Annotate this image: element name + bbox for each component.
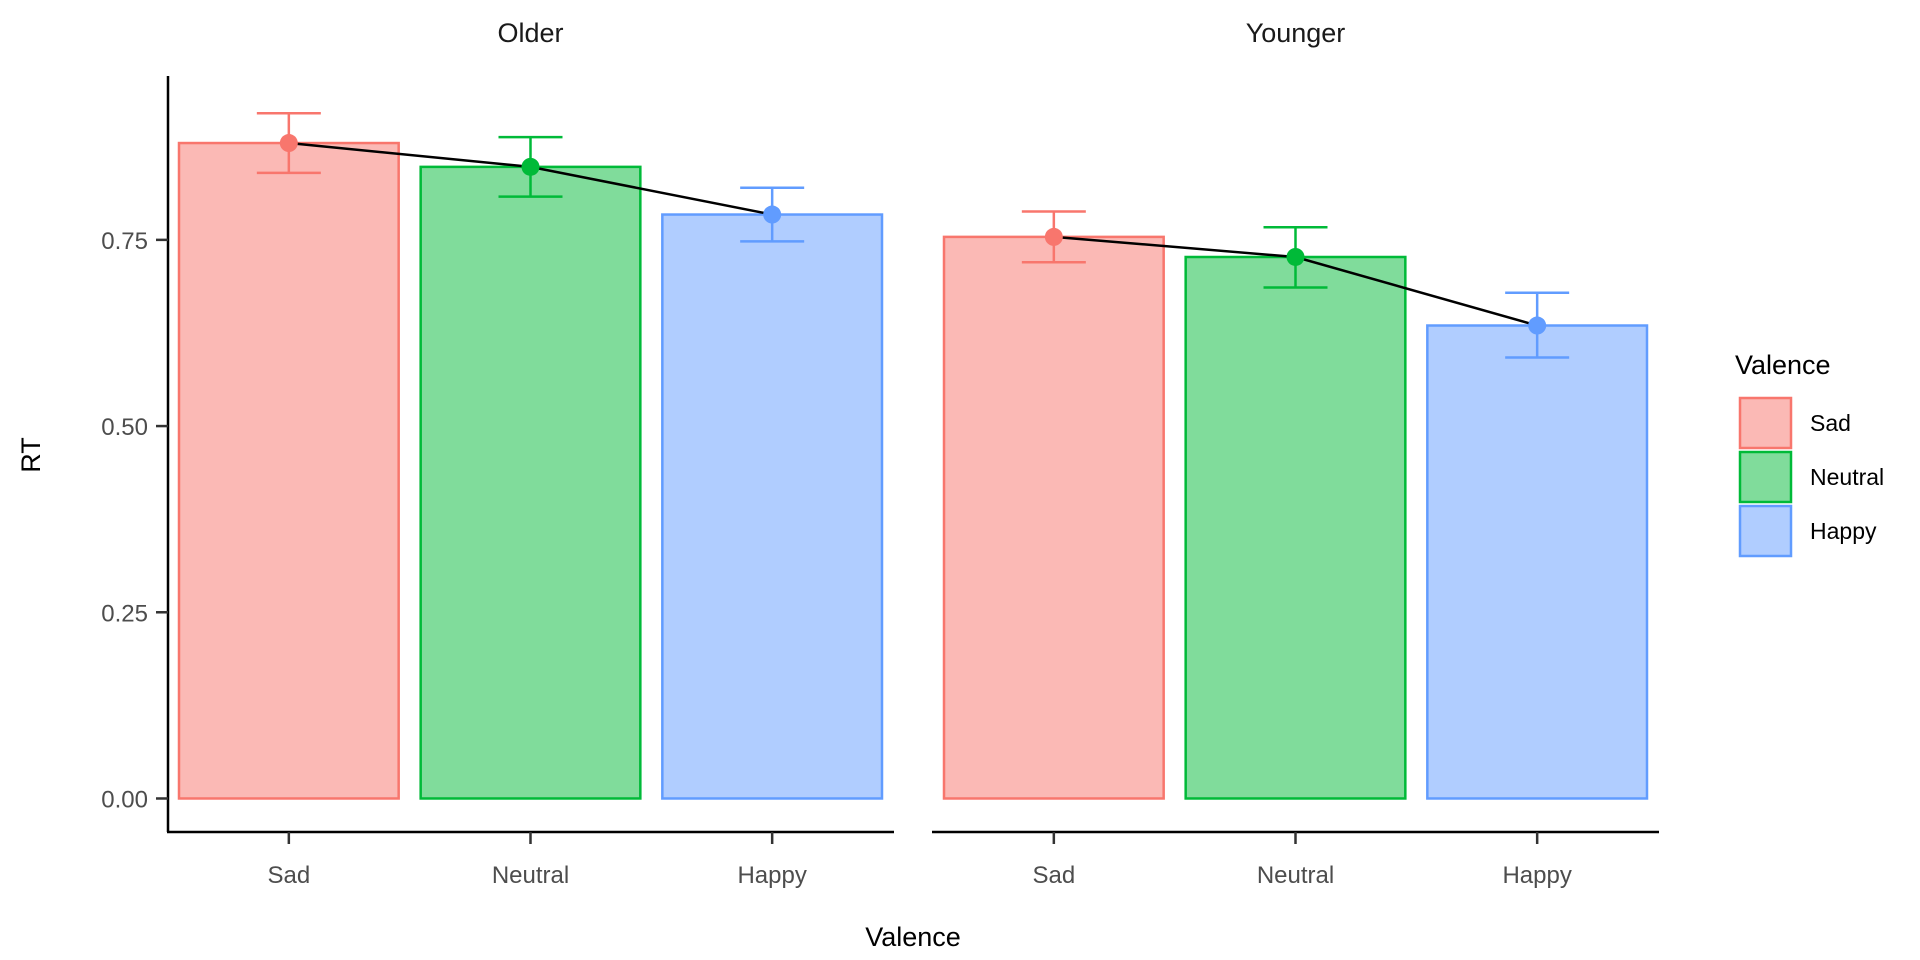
legend-key-happy	[1738, 504, 1793, 558]
bar-neutral	[1184, 255, 1407, 800]
panel-younger: Younger Sad Neutral Happy	[932, 18, 1659, 889]
bar-happy	[661, 213, 884, 800]
y-axis-title: RT	[16, 437, 46, 473]
bar-sad	[942, 235, 1165, 800]
y-tick-label: 0.00	[101, 786, 148, 813]
panels-layer: Older Sad Neutral Happy Younger Sad Neutral Hap…	[167, 18, 1659, 889]
x-tick-label: Neutral	[492, 862, 569, 889]
mean-point-sad	[279, 134, 298, 153]
x-tick-label: Neutral	[1257, 862, 1334, 889]
panel-title: Older	[497, 18, 563, 48]
mean-point-happy	[763, 205, 782, 224]
bar-happy	[1426, 324, 1649, 800]
legend-label-neutral: Neutral	[1810, 464, 1884, 490]
legend-label-happy: Happy	[1810, 518, 1877, 544]
x-tick-label: Sad	[267, 862, 310, 889]
x-tick-label: Sad	[1032, 862, 1075, 889]
x-tick-label: Happy	[1502, 862, 1571, 889]
bar-sad	[177, 141, 400, 800]
panel-older: Older Sad Neutral Happy	[167, 18, 894, 889]
legend-key-sad	[1738, 396, 1793, 450]
y-tick-label: 0.75	[101, 228, 148, 255]
legend-key-neutral	[1738, 450, 1793, 504]
y-tick-label: 0.50	[101, 414, 148, 441]
panel-title: Younger	[1246, 18, 1346, 48]
mean-point-neutral	[1286, 247, 1305, 266]
legend-label-sad: Sad	[1810, 410, 1851, 436]
mean-point-happy	[1528, 316, 1547, 335]
legend: Valence Sad Neutral Happy	[1735, 350, 1884, 558]
y-tick-label: 0.25	[101, 600, 148, 627]
legend-title: Valence	[1735, 350, 1831, 380]
x-tick-label: Happy	[737, 862, 806, 889]
y-axis: 0.00 0.25 0.50 0.75	[101, 76, 170, 832]
bar-neutral	[419, 165, 642, 800]
mean-point-sad	[1044, 227, 1063, 246]
mean-point-neutral	[521, 157, 540, 176]
x-axis-title: Valence	[865, 922, 961, 952]
